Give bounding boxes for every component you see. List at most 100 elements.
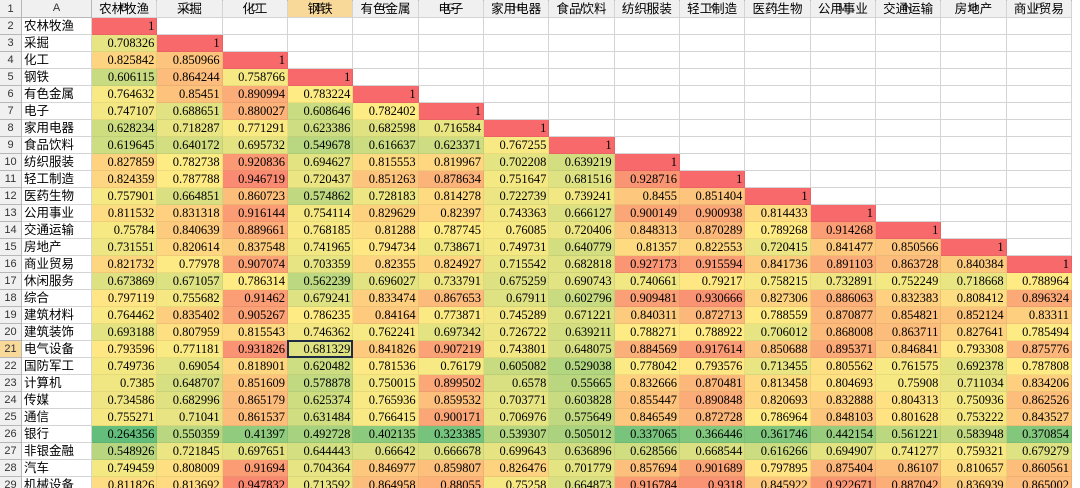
heatmap-cell[interactable]: 0.41397 [222, 426, 288, 443]
heatmap-cell[interactable]: 0.578878 [288, 375, 354, 392]
heatmap-cell[interactable]: 0.814433 [745, 205, 811, 222]
heatmap-cell[interactable]: 0.833474 [353, 290, 419, 307]
row-label[interactable]: 公用事业 [22, 205, 92, 222]
heatmap-cell[interactable]: 0.813692 [157, 477, 223, 488]
empty-cell[interactable] [876, 171, 942, 188]
heatmap-cell[interactable]: 0.75258 [484, 477, 550, 488]
heatmap-cell[interactable]: 0.583948 [941, 426, 1007, 443]
empty-cell[interactable] [1006, 52, 1072, 69]
row-label[interactable]: 轻工制造 [22, 171, 92, 188]
heatmap-cell[interactable]: 1 [157, 35, 223, 52]
empty-cell[interactable] [876, 18, 942, 35]
heatmap-cell[interactable]: 1 [745, 188, 811, 205]
column-header[interactable]: 交通运输 [876, 1, 942, 18]
empty-cell[interactable] [614, 35, 680, 52]
column-header[interactable]: 纺织服装 [614, 1, 680, 18]
heatmap-cell[interactable]: 0.813458 [745, 375, 811, 392]
heatmap-cell[interactable]: 0.875404 [810, 460, 876, 477]
heatmap-cell[interactable]: 0.664873 [549, 477, 615, 488]
row-number[interactable]: 27 [0, 443, 22, 460]
heatmap-cell[interactable]: 0.713455 [745, 358, 811, 375]
heatmap-cell[interactable]: 0.550359 [157, 426, 223, 443]
row-number[interactable]: 6 [0, 86, 22, 103]
heatmap-cell[interactable]: 0.822553 [680, 239, 746, 256]
empty-cell[interactable] [810, 52, 876, 69]
heatmap-cell[interactable]: 0.81357 [614, 239, 680, 256]
heatmap-cell[interactable]: 0.625374 [288, 392, 354, 409]
heatmap-cell[interactable]: 0.810657 [941, 460, 1007, 477]
heatmap-cell[interactable]: 0.797895 [745, 460, 811, 477]
heatmap-cell[interactable]: 1 [810, 205, 876, 222]
empty-cell[interactable] [614, 86, 680, 103]
heatmap-cell[interactable]: 0.793308 [941, 341, 1007, 358]
heatmap-cell[interactable]: 0.548926 [92, 443, 158, 460]
heatmap-cell[interactable]: 0.870289 [680, 222, 746, 239]
heatmap-cell[interactable]: 0.743363 [484, 205, 550, 222]
heatmap-cell[interactable]: 0.840639 [157, 222, 223, 239]
heatmap-cell[interactable]: 0.720437 [288, 171, 354, 188]
row-label[interactable]: 综合 [22, 290, 92, 307]
heatmap-cell[interactable]: 0.909481 [614, 290, 680, 307]
empty-cell[interactable] [418, 35, 484, 52]
heatmap-cell[interactable]: 0.880027 [222, 103, 288, 120]
heatmap-cell[interactable]: 0.71041 [157, 409, 223, 426]
heatmap-cell[interactable]: 0.702208 [484, 154, 550, 171]
heatmap-cell[interactable]: 0.739241 [549, 188, 615, 205]
empty-cell[interactable] [418, 69, 484, 86]
heatmap-cell[interactable]: 0.787808 [1006, 358, 1072, 375]
heatmap-cell[interactable]: 0.886063 [810, 290, 876, 307]
row-label[interactable]: 传媒 [22, 392, 92, 409]
empty-cell[interactable] [1006, 154, 1072, 171]
empty-cell[interactable] [941, 137, 1007, 154]
empty-cell[interactable] [941, 154, 1007, 171]
heatmap-cell[interactable]: 0.931826 [222, 341, 288, 358]
heatmap-cell[interactable]: 0.850688 [745, 341, 811, 358]
heatmap-cell[interactable]: 0.721845 [157, 443, 223, 460]
empty-cell[interactable] [810, 171, 876, 188]
heatmap-cell[interactable]: 0.758766 [222, 69, 288, 86]
column-header[interactable]: 采掘 [157, 1, 223, 18]
column-header[interactable]: 化工 [222, 1, 288, 18]
heatmap-cell[interactable]: 0.814278 [418, 188, 484, 205]
heatmap-cell[interactable]: 0.916144 [222, 205, 288, 222]
heatmap-cell[interactable]: 0.720415 [745, 239, 811, 256]
empty-cell[interactable] [745, 35, 811, 52]
row-label[interactable]: 非银金融 [22, 443, 92, 460]
empty-cell[interactable] [484, 86, 550, 103]
row-number[interactable]: 2 [0, 18, 22, 35]
heatmap-cell[interactable]: 0.9318 [680, 477, 746, 488]
heatmap-cell[interactable]: 0.76179 [418, 358, 484, 375]
row-number[interactable]: 12 [0, 188, 22, 205]
heatmap-cell[interactable]: 0.916784 [614, 477, 680, 488]
heatmap-cell[interactable]: 0.616637 [353, 137, 419, 154]
heatmap-cell[interactable]: 0.865179 [222, 392, 288, 409]
heatmap-cell[interactable]: 0.666678 [418, 443, 484, 460]
heatmap-cell[interactable]: 0.753222 [941, 409, 1007, 426]
heatmap-cell[interactable]: 0.681329 [288, 341, 354, 358]
heatmap-cell[interactable]: 0.442154 [810, 426, 876, 443]
row-label[interactable]: 商业贸易 [22, 256, 92, 273]
heatmap-cell[interactable]: 0.755271 [92, 409, 158, 426]
heatmap-cell[interactable]: 0.602796 [549, 290, 615, 307]
heatmap-cell[interactable]: 0.722739 [484, 188, 550, 205]
empty-cell[interactable] [1006, 120, 1072, 137]
empty-cell[interactable] [1006, 188, 1072, 205]
heatmap-cell[interactable]: 1 [353, 86, 419, 103]
heatmap-cell[interactable]: 0.694907 [810, 443, 876, 460]
heatmap-cell[interactable]: 0.785494 [1006, 324, 1072, 341]
heatmap-cell[interactable]: 1 [614, 154, 680, 171]
heatmap-cell[interactable]: 0.679279 [1006, 443, 1072, 460]
row-label[interactable]: 国防军工 [22, 358, 92, 375]
heatmap-cell[interactable]: 0.787745 [418, 222, 484, 239]
heatmap-cell[interactable]: 0.91462 [222, 290, 288, 307]
row-number[interactable]: 29 [0, 477, 22, 488]
heatmap-cell[interactable]: 0.808412 [941, 290, 1007, 307]
heatmap-cell[interactable]: 0.820614 [157, 239, 223, 256]
empty-cell[interactable] [222, 18, 288, 35]
heatmap-cell[interactable]: 0.762241 [353, 324, 419, 341]
heatmap-cell[interactable]: 0.749736 [92, 358, 158, 375]
heatmap-cell[interactable]: 0.529038 [549, 358, 615, 375]
heatmap-cell[interactable]: 0.767255 [484, 137, 550, 154]
heatmap-cell[interactable]: 0.603828 [549, 392, 615, 409]
empty-cell[interactable] [745, 171, 811, 188]
